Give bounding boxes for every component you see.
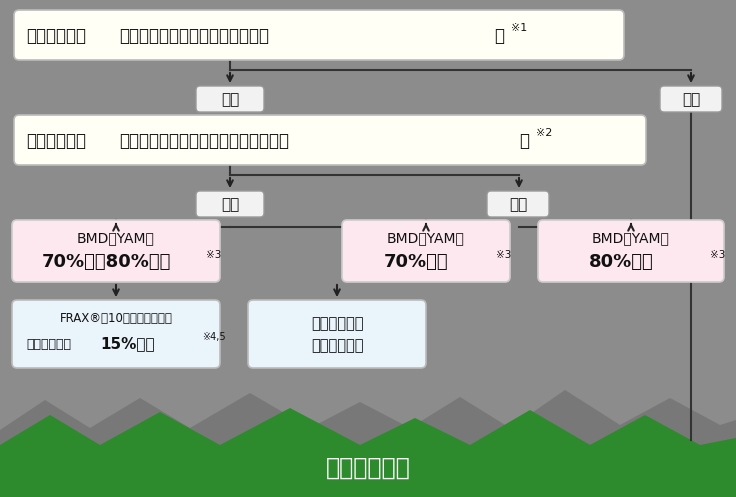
Text: 70%未満: 70%未満 [383, 253, 448, 271]
FancyBboxPatch shape [14, 115, 646, 165]
Text: （主要骨折）: （主要骨折） [26, 337, 71, 350]
Text: ※1: ※1 [511, 23, 527, 33]
Text: 大腿骨近位部骨折または椎体骨折: 大腿骨近位部骨折または椎体骨折 [119, 27, 269, 45]
Text: ※3: ※3 [206, 250, 222, 260]
FancyBboxPatch shape [660, 86, 722, 112]
FancyBboxPatch shape [538, 220, 724, 282]
Text: 80%未満: 80%未満 [589, 253, 654, 271]
Text: ない: ない [221, 92, 239, 107]
Text: ある: ある [682, 92, 700, 107]
FancyBboxPatch shape [342, 220, 510, 282]
Polygon shape [0, 390, 736, 497]
Text: BMDがYAMの: BMDがYAMの [387, 231, 465, 245]
Text: 脆弱性骨折（: 脆弱性骨折（ [26, 132, 86, 150]
Text: 薬物治療開始: 薬物治療開始 [325, 456, 411, 480]
Text: ※4,5: ※4,5 [202, 332, 226, 342]
Text: ）: ） [494, 27, 504, 45]
Text: 骨折の家族歴: 骨折の家族歴 [311, 338, 364, 353]
Polygon shape [0, 408, 736, 497]
Text: ある: ある [509, 197, 527, 213]
Text: 脆弱性骨折（: 脆弱性骨折（ [26, 27, 86, 45]
Text: BMDがYAMの: BMDがYAMの [592, 231, 670, 245]
FancyBboxPatch shape [196, 191, 264, 217]
FancyBboxPatch shape [14, 10, 624, 60]
Text: 15%以上: 15%以上 [100, 336, 155, 351]
FancyBboxPatch shape [487, 191, 549, 217]
Text: ※3: ※3 [496, 250, 512, 260]
Text: ※3: ※3 [710, 250, 726, 260]
FancyBboxPatch shape [196, 86, 264, 112]
FancyBboxPatch shape [12, 220, 220, 282]
Bar [0, 435, 736, 497]
FancyBboxPatch shape [248, 300, 426, 368]
Text: 大腿骨近位部: 大腿骨近位部 [311, 317, 364, 331]
Text: FRAX®の10年間の骨折確率: FRAX®の10年間の骨折確率 [60, 312, 172, 325]
Text: ）: ） [519, 132, 529, 150]
Text: ない: ない [221, 197, 239, 213]
Text: ※2: ※2 [536, 128, 553, 138]
FancyBboxPatch shape [12, 300, 220, 368]
Text: 70%以上80%未満: 70%以上80%未満 [41, 253, 171, 271]
Text: BMDがYAMの: BMDがYAMの [77, 231, 155, 245]
Text: 大腿骨近位部骨折および椎体骨折以外: 大腿骨近位部骨折および椎体骨折以外 [119, 132, 289, 150]
